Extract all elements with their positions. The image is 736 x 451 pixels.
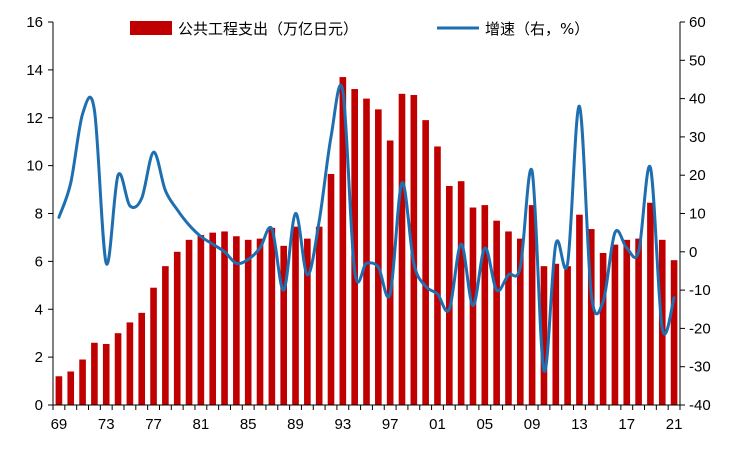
legend-layer: 公共工程支出（万亿日元） 增速（右，%） [130, 20, 589, 38]
x-tick-label: 05 [476, 416, 493, 433]
bar-2003 [457, 181, 465, 405]
x-tick-label: 89 [287, 416, 304, 433]
x-tick-label: 09 [524, 416, 541, 433]
bar-1995 [363, 98, 370, 405]
bar-2014 [587, 229, 595, 405]
left-tick-label: 10 [26, 158, 43, 175]
legend-bar-swatch [130, 21, 172, 35]
bar-2000 [422, 120, 429, 405]
right-tick-label: 40 [689, 91, 706, 108]
bar-1989 [292, 226, 299, 405]
bar-2018 [635, 238, 642, 405]
growth-line [57, 83, 676, 373]
bar-1979 [173, 251, 181, 405]
bar-2010 [540, 266, 548, 405]
bar-1976 [138, 312, 146, 405]
bar-1990 [304, 238, 311, 405]
bar-2002 [446, 185, 453, 405]
bar-2017 [623, 239, 631, 405]
right-tick-label: 60 [689, 14, 706, 31]
bars-layer [55, 77, 678, 406]
bar-2006 [493, 220, 500, 405]
bar-1986 [256, 238, 264, 405]
bar-1996 [375, 109, 382, 406]
bar-1978 [162, 266, 169, 405]
line-layer [57, 83, 676, 373]
bar-1994 [351, 89, 358, 405]
bar-2019 [647, 202, 654, 405]
x-tick-label: 77 [145, 416, 162, 433]
bar-1969 [55, 376, 63, 405]
right-tick-label: -10 [689, 282, 711, 299]
bar-2011 [552, 263, 560, 405]
left-tick-label: 8 [35, 206, 43, 223]
bar-1999 [410, 95, 418, 405]
x-tick-label: 21 [666, 416, 683, 433]
bar-2015 [599, 253, 607, 405]
bar-1991 [315, 226, 323, 405]
bar-2013 [576, 214, 583, 405]
right-tick-label: -20 [689, 320, 711, 337]
right-tick-label: -30 [689, 359, 711, 376]
x-tick-label: 17 [618, 416, 635, 433]
left-tick-label: 0 [35, 397, 43, 414]
bar-1974 [114, 333, 122, 405]
left-tick-label: 14 [26, 62, 43, 79]
x-tick-label: 01 [429, 416, 446, 433]
left-tick-label: 12 [26, 110, 43, 127]
right-tick-label: -40 [689, 397, 711, 414]
bar-1988 [280, 245, 287, 405]
x-tick-label: 73 [98, 416, 115, 433]
bar-1981 [197, 235, 205, 405]
bar-1970 [67, 371, 75, 405]
bar-1983 [221, 231, 228, 405]
bar-1977 [150, 287, 157, 405]
legend-bar-label: 公共工程支出（万亿日元） [178, 20, 358, 38]
legend-line-label: 增速（右，%） [485, 20, 589, 38]
right-tick-label: 50 [689, 52, 706, 69]
bar-1985 [244, 239, 252, 405]
bar-2005 [481, 205, 489, 405]
bar-1980 [185, 239, 193, 405]
bar-1972 [91, 342, 98, 405]
right-tick-label: 20 [689, 167, 706, 184]
bar-1987 [268, 227, 276, 405]
right-tick-label: 0 [689, 244, 697, 261]
left-tick-label: 4 [35, 301, 43, 318]
bar-2009 [528, 205, 536, 405]
bar-1997 [386, 140, 394, 406]
axes-layer: 0246810121416-40-30-20-10010203040506069… [26, 14, 710, 433]
x-tick-label: 93 [334, 416, 351, 433]
bar-1984 [233, 236, 240, 405]
right-tick-label: 30 [689, 129, 706, 146]
bar-1971 [79, 359, 86, 405]
bar-2021 [670, 260, 678, 405]
bar-2008 [516, 238, 524, 405]
x-tick-label: 81 [193, 416, 210, 433]
left-tick-label: 6 [35, 253, 43, 270]
bar-1998 [398, 93, 406, 405]
bar-2007 [505, 231, 512, 405]
bar-2012 [564, 266, 571, 405]
left-tick-label: 2 [35, 349, 43, 366]
bar-2001 [434, 146, 441, 405]
bar-1992 [327, 174, 335, 405]
x-tick-label: 69 [51, 416, 68, 433]
left-tick-label: 16 [26, 14, 43, 31]
x-tick-label: 85 [240, 416, 257, 433]
right-tick-label: 10 [689, 206, 706, 223]
x-tick-label: 97 [382, 416, 399, 433]
x-tick-label: 13 [571, 416, 588, 433]
bar-1973 [102, 343, 110, 405]
bar-1993 [339, 77, 347, 405]
bar-1975 [126, 322, 134, 405]
bar-2016 [611, 244, 619, 405]
bar-1982 [209, 232, 217, 405]
